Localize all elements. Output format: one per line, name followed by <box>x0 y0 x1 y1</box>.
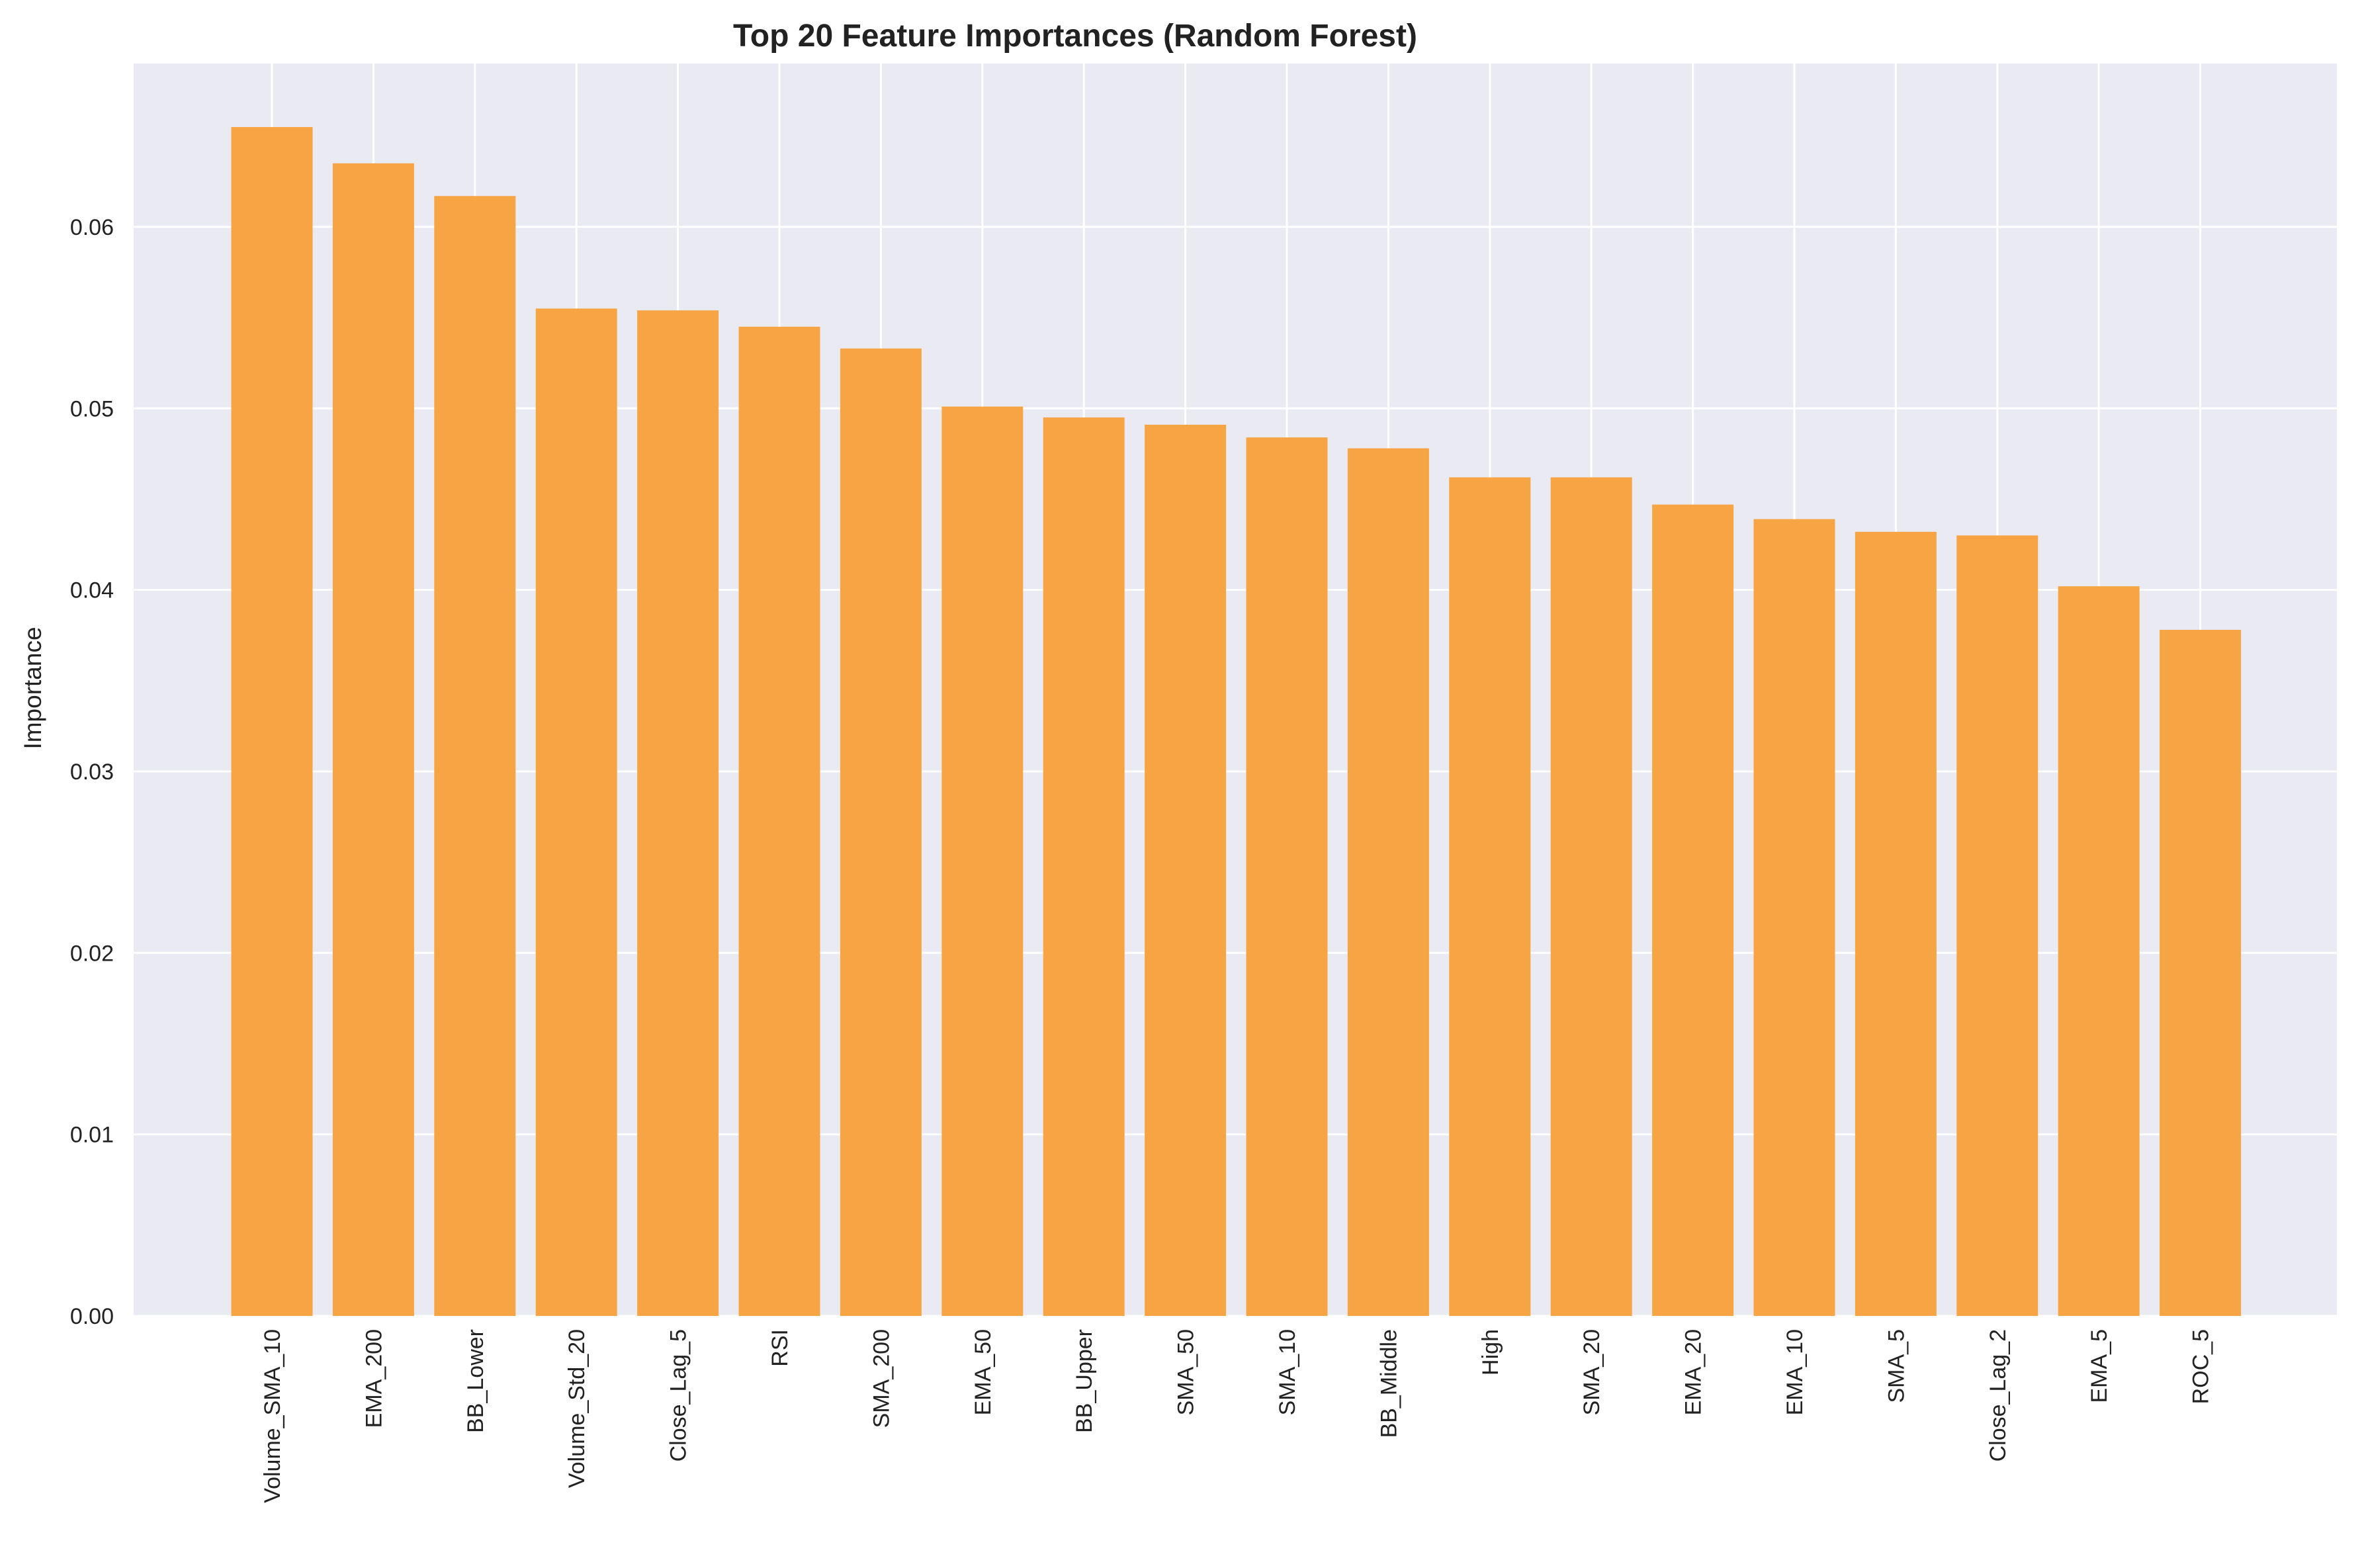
x-tick-label: SMA_50 <box>1174 1329 1199 1415</box>
y-tick-label: 0.00 <box>70 1304 114 1329</box>
x-tick-label: EMA_200 <box>361 1329 386 1428</box>
bar-ema-20 <box>1652 504 1734 1316</box>
y-tick-label: 0.05 <box>70 396 114 421</box>
x-tick-label: Close_Lag_5 <box>666 1329 691 1461</box>
x-tick-label: SMA_200 <box>869 1329 894 1428</box>
y-axis-label: Importance <box>19 627 46 749</box>
bar-ema-200 <box>332 163 414 1316</box>
y-tick-label: 0.02 <box>70 941 114 966</box>
y-tick-label: 0.03 <box>70 760 114 785</box>
bar-ema-10 <box>1753 519 1835 1316</box>
bar-sma-10 <box>1246 437 1328 1316</box>
x-tick-label: Volume_Std_20 <box>564 1329 590 1488</box>
bar-volume-sma-10 <box>231 127 313 1317</box>
bar-bb-upper <box>1043 417 1125 1316</box>
x-tick-label: Volume_SMA_10 <box>260 1329 285 1503</box>
x-tick-label: EMA_50 <box>971 1329 996 1415</box>
chart-title: Top 20 Feature Importances (Random Fores… <box>733 19 1417 54</box>
x-tick-label: BB_Lower <box>463 1329 488 1433</box>
y-axis-ticks: 0.00 0.01 0.02 0.03 0.04 0.05 0.06 <box>70 215 114 1329</box>
y-tick-label: 0.06 <box>70 215 114 240</box>
x-axis-ticks: Volume_SMA_10 EMA_200 BB_Lower Volume_Std_2… <box>260 1329 2214 1503</box>
bar-sma-200 <box>840 348 922 1316</box>
bar-sma-50 <box>1145 424 1227 1316</box>
bar-sma-5 <box>1855 531 1937 1316</box>
x-tick-label: SMA_10 <box>1275 1329 1300 1415</box>
y-tick-label: 0.04 <box>70 578 114 603</box>
x-tick-label: RSI <box>767 1329 793 1367</box>
x-tick-label: ROC_5 <box>2189 1329 2214 1404</box>
x-tick-label: EMA_10 <box>1782 1329 1808 1415</box>
x-tick-label: BB_Upper <box>1072 1329 1097 1433</box>
bar-sma-20 <box>1550 477 1632 1316</box>
x-tick-label: High <box>1478 1329 1503 1375</box>
y-tick-label: 0.01 <box>70 1123 114 1148</box>
bar-roc-5 <box>2160 629 2242 1316</box>
bars <box>231 127 2242 1317</box>
bar-ema-50 <box>941 406 1024 1317</box>
bar-rsi <box>738 326 820 1317</box>
x-tick-label: SMA_20 <box>1579 1329 1604 1415</box>
x-tick-label: EMA_20 <box>1681 1329 1706 1415</box>
bar-close-lag-2 <box>1956 535 2038 1316</box>
bar-high <box>1449 477 1531 1316</box>
x-tick-label: SMA_5 <box>1884 1329 1909 1403</box>
bar-close-lag-5 <box>637 310 719 1316</box>
bar-ema-5 <box>2058 586 2140 1316</box>
bar-bb-lower <box>434 196 516 1316</box>
bar-volume-std-20 <box>535 308 617 1316</box>
x-tick-label: Close_Lag_2 <box>1986 1329 2011 1461</box>
x-tick-label: EMA_5 <box>2087 1329 2112 1403</box>
bar-bb-middle <box>1347 448 1429 1316</box>
x-tick-label: BB_Middle <box>1376 1329 1401 1438</box>
